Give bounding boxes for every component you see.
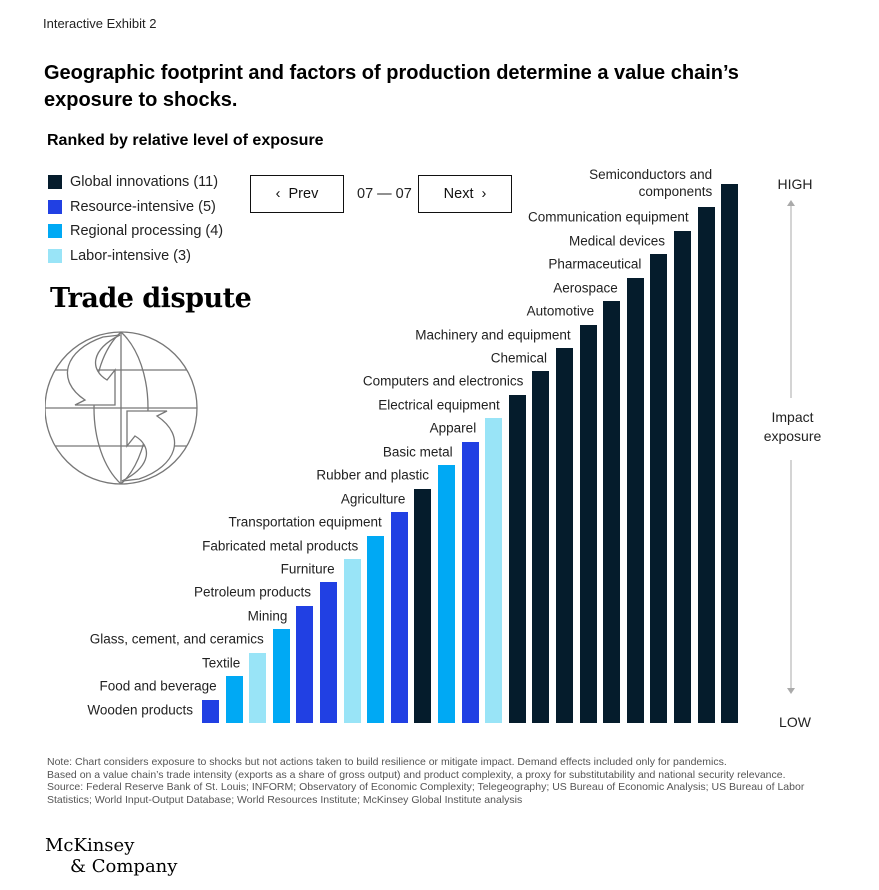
bar-label: Rubber and plastic — [316, 467, 429, 483]
bar — [697, 207, 715, 723]
bar-label: Aerospace — [553, 280, 618, 296]
bar-label: Food and beverage — [99, 678, 217, 694]
chart-title: Geographic footprint and factors of prod… — [44, 62, 739, 111]
axis-arrow — [787, 200, 795, 694]
legend-item-global: Global innovations (11) — [48, 170, 223, 195]
legend-item-resource: Resource-intensive (5) — [48, 195, 223, 220]
bar — [626, 277, 644, 723]
notes: Note: Chart considers exposure to shocks… — [47, 756, 847, 806]
prev-button[interactable]: ‹ Prev — [250, 175, 344, 213]
legend-swatch — [48, 175, 62, 190]
note-line: Based on a value chain’s trade intensity… — [47, 768, 786, 781]
bar-label: Machinery and equipment — [415, 327, 571, 343]
bar — [650, 254, 668, 723]
bar — [202, 699, 219, 723]
globe-arrows-icon — [45, 331, 198, 485]
bar-label: Automotive — [526, 303, 595, 319]
bar-label: Furniture — [280, 561, 335, 577]
bar — [296, 605, 314, 723]
bar-label: Transportation equipment — [228, 514, 382, 530]
bar — [438, 465, 455, 723]
bar — [390, 512, 408, 723]
bar-label: Basic metal — [382, 444, 453, 460]
bar-label: Computers and electronics — [362, 373, 524, 389]
bar-label: Medical devices — [568, 233, 665, 249]
bar — [225, 676, 243, 723]
logo-line: McKinsey — [45, 835, 135, 856]
bar-label: Apparel — [429, 420, 477, 436]
legend-swatch — [48, 224, 62, 239]
bar — [414, 488, 432, 723]
legend-label: Global innovations (11) — [70, 174, 219, 191]
bar-label: Wooden products — [87, 702, 193, 718]
bar — [674, 230, 691, 723]
bar — [508, 394, 526, 723]
chevron-left-icon: ‹ — [275, 186, 281, 202]
bar — [721, 184, 739, 723]
mckinsey-logo: McKinsey & Company — [45, 835, 177, 877]
scenario-title: Trade dispute — [50, 283, 252, 314]
chart-subtitle: Ranked by relative level of exposure — [47, 132, 324, 149]
bar — [556, 348, 573, 723]
bar-label: Glass, cement, and ceramics — [89, 631, 264, 647]
legend-label: Regional processing (4) — [70, 223, 224, 240]
legend: Global innovations (11) Resource-intensi… — [48, 170, 223, 268]
arrow-down-icon — [787, 688, 795, 694]
legend-label: Labor-intensive (3) — [70, 247, 191, 264]
legend-item-labor: Labor-intensive (3) — [48, 244, 223, 269]
bar-label: Agriculture — [340, 491, 406, 507]
legend-swatch — [48, 199, 62, 214]
axis-low-label: LOW — [779, 714, 811, 730]
next-button[interactable]: Next › — [418, 175, 512, 213]
page-indicator: 07 — 07 — [357, 186, 412, 202]
bar-label: Mining — [247, 608, 288, 624]
bar — [367, 535, 385, 723]
bar-label: Electrical equipment — [378, 397, 500, 413]
bar — [343, 558, 361, 723]
bar — [272, 629, 290, 723]
axis-title: Impact exposure — [763, 409, 822, 444]
next-label: Next — [443, 186, 474, 202]
legend-label: Resource-intensive (5) — [70, 198, 216, 215]
bar-label: Semiconductors and components — [589, 167, 713, 199]
logo-line: & Company — [70, 856, 178, 877]
bar-label: Chemical — [490, 350, 547, 366]
arrow-up-icon — [787, 200, 795, 206]
bar-label: Petroleum products — [193, 584, 311, 600]
bar — [485, 418, 503, 723]
note-line: Note: Chart considers exposure to shocks… — [47, 756, 727, 768]
prev-label: Prev — [288, 186, 319, 202]
source-line: Source: Federal Reserve Bank of St. Loui… — [47, 781, 805, 806]
bar-label: Communication equipment — [528, 209, 689, 225]
bar-label: Fabricated metal products — [202, 538, 359, 554]
legend-swatch — [48, 248, 62, 263]
bar — [461, 441, 479, 723]
bar — [532, 371, 550, 723]
bar-label: Textile — [201, 655, 241, 671]
chevron-right-icon: › — [481, 186, 487, 202]
bar — [249, 652, 267, 723]
bar — [603, 301, 621, 723]
exhibit-label: Interactive Exhibit 2 — [43, 16, 157, 31]
axis-high-label: HIGH — [777, 176, 813, 192]
bar-label: Pharmaceutical — [548, 256, 642, 272]
bar — [320, 582, 337, 723]
legend-item-regional: Regional processing (4) — [48, 219, 223, 244]
bar — [579, 324, 597, 723]
